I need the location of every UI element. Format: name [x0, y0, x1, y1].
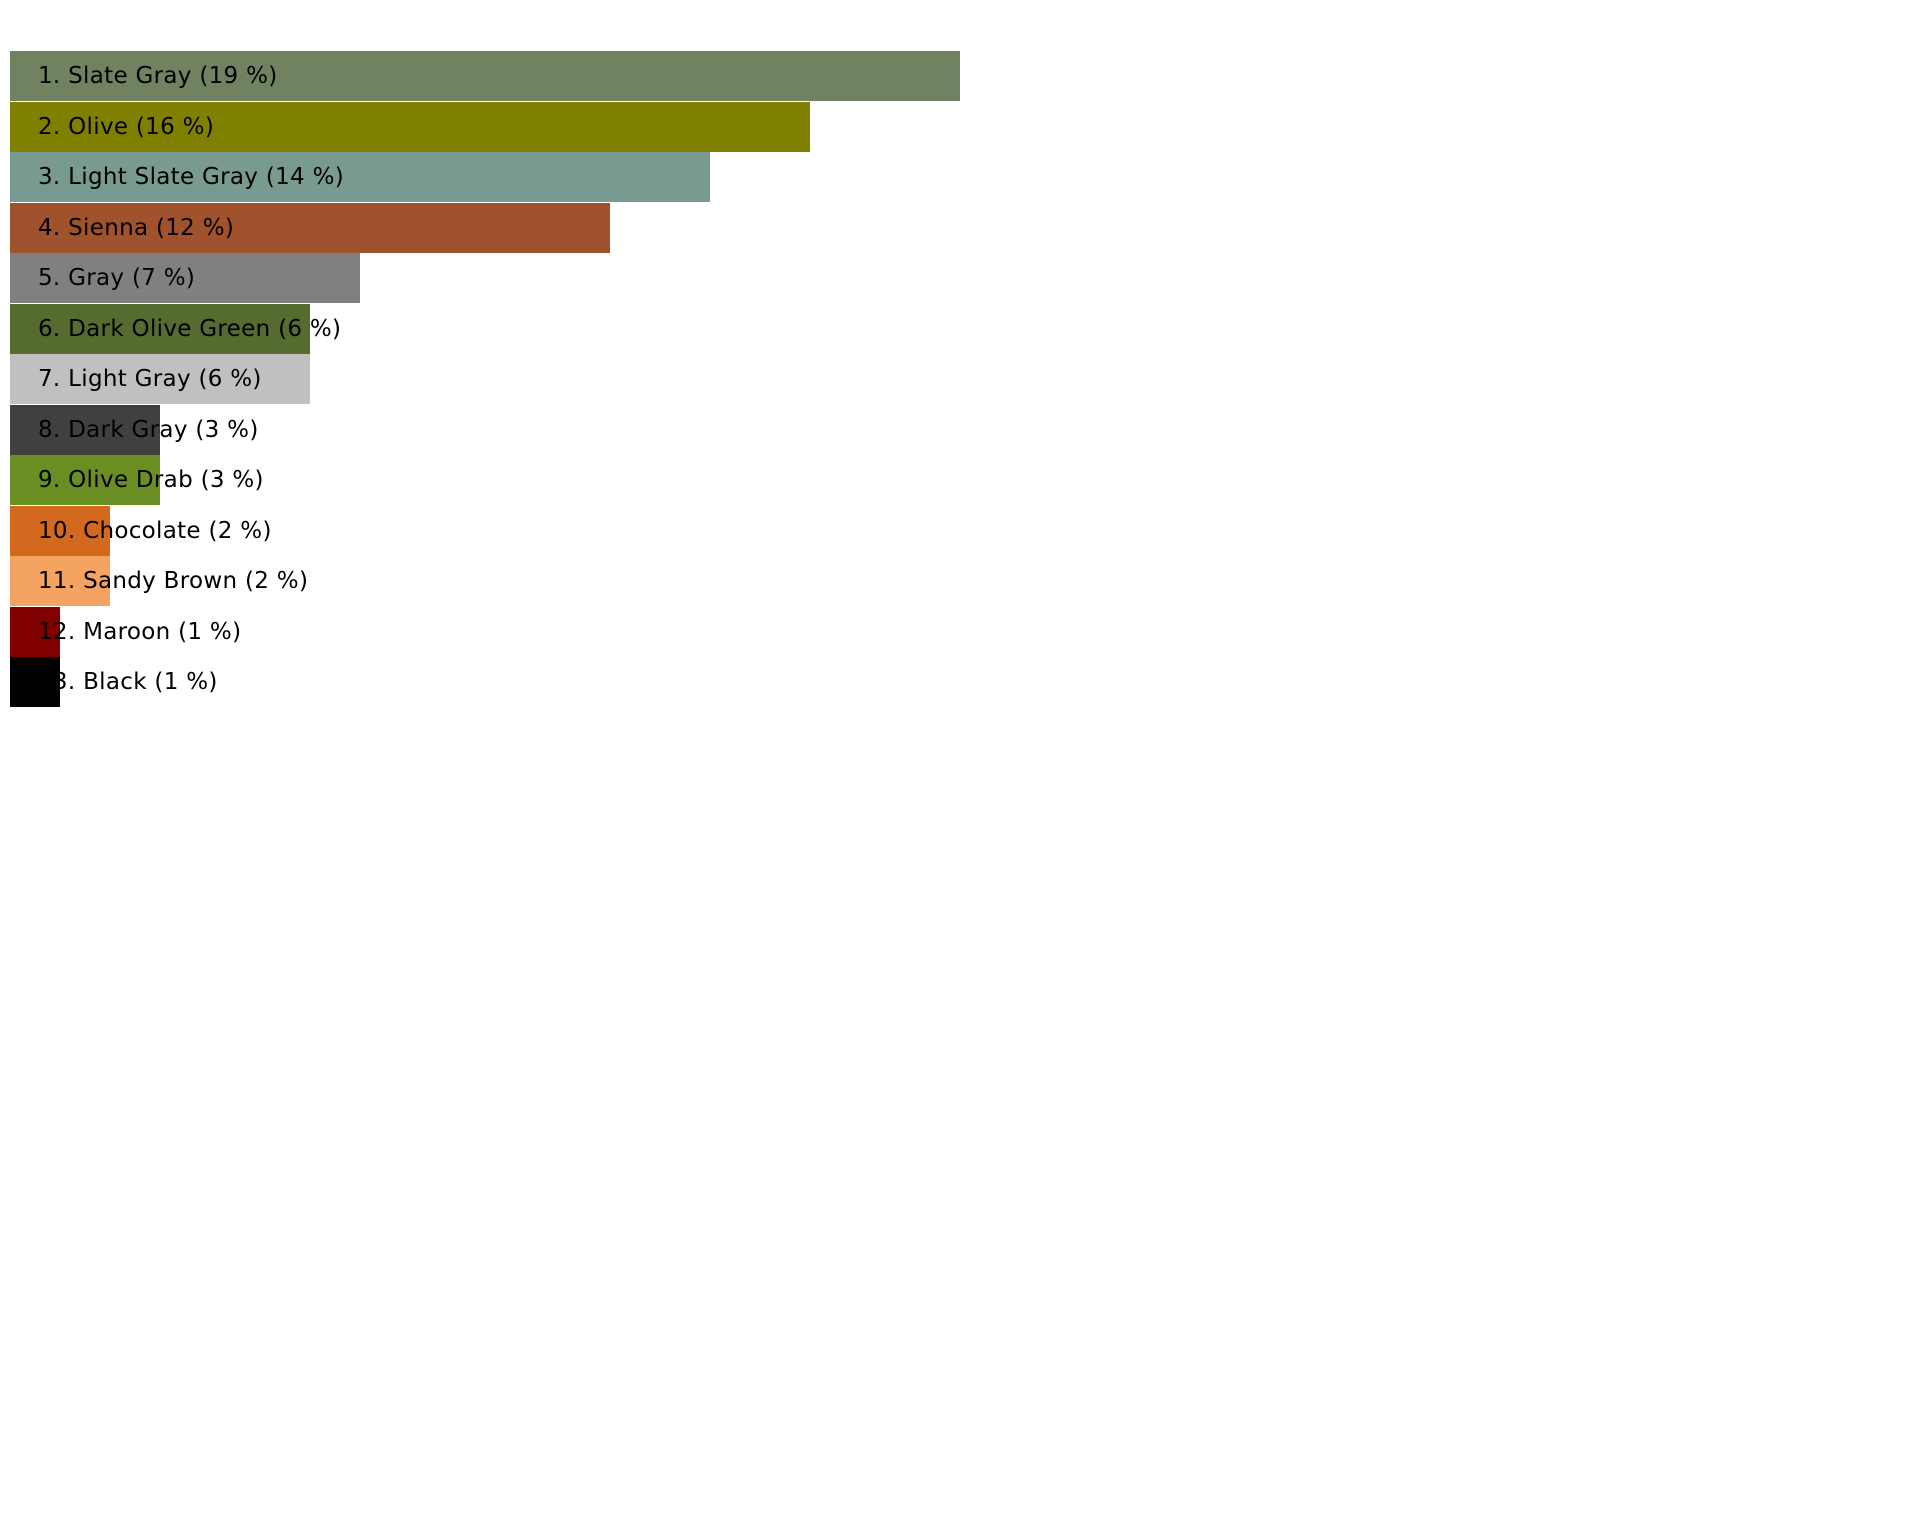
bar-light-slate-gray — [10, 152, 710, 202]
bar-chocolate — [10, 505, 110, 556]
bar-label: 9. Olive Drab (3 %) — [38, 467, 264, 493]
bar-dark-gray — [10, 404, 160, 455]
bar-olive-drab — [10, 455, 160, 505]
bar-row: 12. Maroon (1 %) — [10, 606, 1210, 657]
bar-label: 12. Maroon (1 %) — [38, 618, 242, 645]
bar-sandy-brown — [10, 556, 110, 606]
bar-label: 10. Chocolate (2 %) — [38, 517, 272, 544]
bar-row: 1. Slate Gray (19 %) — [10, 51, 1210, 101]
bar-row: 7. Light Gray (6 %) — [10, 354, 1210, 404]
bar-row: 9. Olive Drab (3 %) — [10, 455, 1210, 505]
bar-maroon — [10, 606, 60, 657]
bar-row: 10. Chocolate (2 %) — [10, 505, 1210, 556]
bar-row: 2. Olive (16 %) — [10, 101, 1210, 152]
bar-row: 8. Dark Gray (3 %) — [10, 404, 1210, 455]
bar-row: 4. Sienna (12 %) — [10, 202, 1210, 253]
bar-black — [10, 657, 60, 707]
bar-label: 4. Sienna (12 %) — [38, 214, 235, 241]
bar-olive — [10, 101, 810, 152]
bar-label: 5. Gray (7 %) — [38, 265, 196, 291]
bar-row: 11. Sandy Brown (2 %) — [10, 556, 1210, 606]
bar-label: 6. Dark Olive Green (6 %) — [38, 315, 342, 342]
bar-label: 2. Olive (16 %) — [38, 113, 215, 140]
bar-label: 8. Dark Gray (3 %) — [38, 416, 259, 443]
bar-slate-gray — [10, 51, 960, 101]
bar-light-gray — [10, 354, 310, 404]
bar-row: 6. Dark Olive Green (6 %) — [10, 303, 1210, 354]
bar-row: 3. Light Slate Gray (14 %) — [10, 152, 1210, 202]
bar-gray — [10, 253, 360, 303]
bar-dark-olive-green — [10, 303, 310, 354]
bar-row: 5. Gray (7 %) — [10, 253, 1210, 303]
bar-label: 7. Light Gray (6 %) — [38, 366, 262, 392]
bar-label: 3. Light Slate Gray (14 %) — [38, 164, 345, 190]
bar-label: 11. Sandy Brown (2 %) — [38, 568, 309, 594]
bar-row: 13. Black (1 %) — [10, 657, 1210, 707]
bar-label: 13. Black (1 %) — [38, 669, 218, 695]
bar-label: 1. Slate Gray (19 %) — [38, 63, 278, 89]
bar-sienna — [10, 202, 610, 253]
